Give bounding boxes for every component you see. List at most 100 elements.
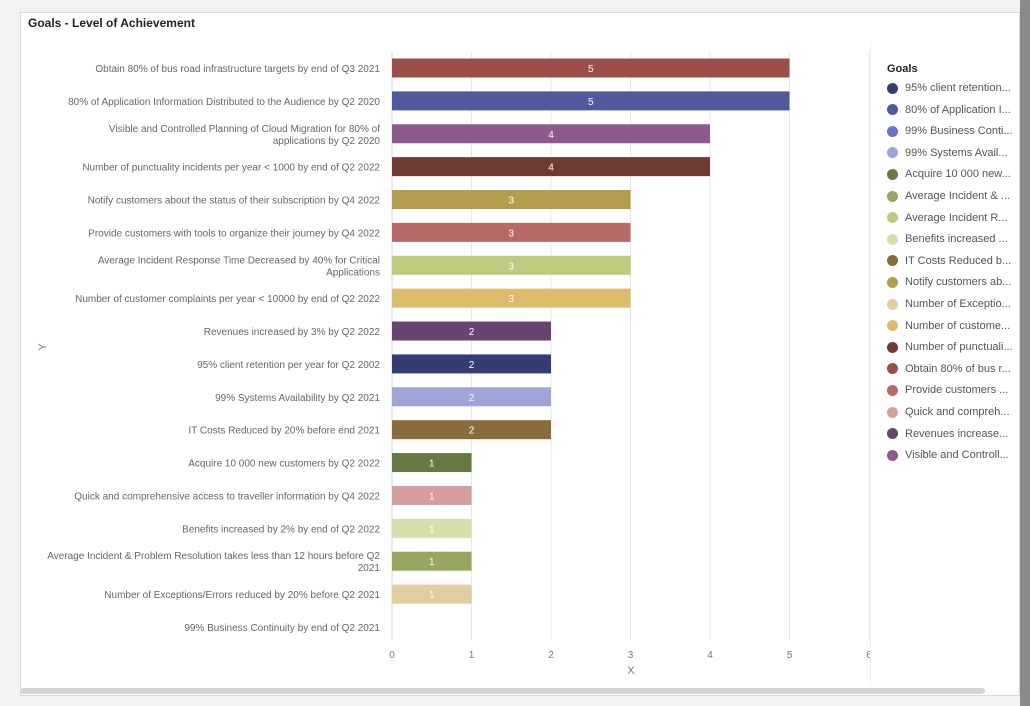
legend-label: Number of punctuali... bbox=[905, 341, 1013, 354]
legend-swatch-icon bbox=[887, 298, 898, 310]
horizontal-scrollbar[interactable] bbox=[20, 688, 985, 694]
legend-label: Average Incident & ... bbox=[905, 190, 1010, 202]
bar-data-label: 3 bbox=[508, 294, 514, 305]
legend-item[interactable]: Benefits increased ... bbox=[887, 231, 1017, 247]
legend-item[interactable]: Provide customers ... bbox=[887, 382, 1017, 398]
bar-data-label: 4 bbox=[548, 130, 554, 141]
legend-label: Notify customers ab... bbox=[905, 276, 1012, 289]
legend-swatch-icon bbox=[887, 320, 898, 332]
bar-data-label: 3 bbox=[508, 261, 514, 272]
legend-item[interactable]: Notify customers ab... bbox=[887, 274, 1017, 290]
legend-item[interactable]: 99% Systems Avail... bbox=[887, 145, 1017, 161]
legend-item[interactable]: Number of Exceptio... bbox=[887, 296, 1017, 312]
bar-data-label: 1 bbox=[429, 524, 435, 535]
legend-item[interactable]: Acquire 10 000 new... bbox=[887, 166, 1017, 182]
bar-data-label: 1 bbox=[429, 459, 435, 470]
legend-label: Visible and Controll... bbox=[905, 449, 1009, 462]
legend-label: Provide customers ... bbox=[905, 384, 1009, 397]
legend-item[interactable]: Number of punctuali... bbox=[887, 339, 1017, 355]
bar-data-label: 2 bbox=[469, 393, 475, 404]
bar bbox=[392, 190, 631, 210]
bar-data-label: 1 bbox=[429, 557, 435, 568]
legend-swatch-icon bbox=[887, 104, 898, 116]
legend-swatch-icon bbox=[887, 82, 898, 94]
y-tick-label: 95% client retention per year for Q2 200… bbox=[197, 360, 380, 371]
y-tick-label: Quick and comprehensive access to travel… bbox=[74, 491, 380, 502]
y-tick-label: IT Costs Reduced by 20% before end 2021 bbox=[188, 426, 380, 437]
x-tick-label: 1 bbox=[469, 650, 475, 661]
bar bbox=[392, 255, 631, 275]
bar-data-label: 3 bbox=[508, 196, 514, 207]
legend-item[interactable]: Average Incident R... bbox=[887, 210, 1017, 226]
legend-label: Revenues increase... bbox=[905, 427, 1009, 440]
legend-swatch-icon bbox=[887, 384, 898, 396]
bar bbox=[392, 157, 710, 177]
bar-data-label: 1 bbox=[429, 491, 435, 502]
y-tick-label: Revenues increased by 3% by Q2 2022 bbox=[204, 327, 381, 338]
y-tick-label: Provide customers with tools to organize… bbox=[88, 228, 380, 239]
y-tick-label: Benefits increased by 2% by end of Q2 20… bbox=[182, 524, 380, 535]
legend-label: 99% Systems Avail... bbox=[905, 146, 1008, 159]
legend-label: Number of custome... bbox=[905, 319, 1011, 332]
legend-label: 80% of Application I... bbox=[905, 103, 1011, 116]
bar-data-label: 5 bbox=[588, 97, 594, 108]
y-tick-label: 99% Systems Availability by Q2 2021 bbox=[215, 393, 380, 404]
x-tick-label: 4 bbox=[707, 650, 713, 661]
legend-swatch-icon bbox=[887, 363, 898, 375]
legend-item[interactable]: Number of custome... bbox=[887, 318, 1017, 334]
x-tick-label: 5 bbox=[787, 650, 793, 661]
legend-item[interactable]: Average Incident & ... bbox=[887, 188, 1017, 204]
y-tick-label: Average Incident Response Time Decreased… bbox=[98, 255, 380, 278]
y-tick-label: 99% Business Continuity by end of Q2 202… bbox=[184, 623, 380, 634]
bar bbox=[392, 222, 631, 242]
legend-label: 99% Business Conti... bbox=[905, 125, 1013, 138]
legend-item[interactable]: 99% Business Conti... bbox=[887, 123, 1017, 139]
bar bbox=[392, 387, 551, 407]
bar bbox=[392, 453, 472, 473]
legend-swatch-icon bbox=[887, 406, 898, 418]
legend-swatch-icon bbox=[887, 147, 898, 159]
legend-swatch-icon bbox=[887, 449, 898, 461]
legend-label: IT Costs Reduced b... bbox=[905, 254, 1012, 267]
legend-item[interactable]: Visible and Controll... bbox=[887, 447, 1017, 463]
bar bbox=[392, 58, 790, 78]
legend-swatch-icon bbox=[887, 341, 898, 353]
legend-swatch-icon bbox=[887, 233, 898, 245]
legend-swatch-icon bbox=[887, 168, 898, 180]
y-tick-label: Notify customers about the status of the… bbox=[88, 196, 381, 207]
bar bbox=[392, 518, 472, 538]
y-tick-label: Visible and Controlled Planning of Cloud… bbox=[109, 124, 381, 147]
legend-swatch-icon bbox=[887, 428, 898, 440]
y-axis-label: Y bbox=[37, 343, 49, 351]
bar-data-label: 3 bbox=[508, 228, 514, 239]
x-tick-label: 3 bbox=[628, 650, 634, 661]
legend-title: Goals bbox=[887, 63, 918, 75]
y-tick-label: Obtain 80% of bus road infrastructure ta… bbox=[95, 64, 380, 75]
legend-swatch-icon bbox=[887, 125, 898, 137]
legend-item[interactable]: Revenues increase... bbox=[887, 426, 1017, 442]
window-edge bbox=[1020, 0, 1030, 706]
legend-item[interactable]: Quick and compreh... bbox=[887, 404, 1017, 420]
y-tick-label: 80% of Application Information Distribut… bbox=[68, 97, 380, 108]
bar-data-label: 2 bbox=[469, 327, 475, 338]
bar bbox=[392, 354, 551, 374]
legend-label: Acquire 10 000 new... bbox=[905, 168, 1011, 181]
legend-swatch-icon bbox=[887, 276, 898, 288]
legend-swatch-icon bbox=[887, 255, 898, 267]
chart-title: Goals - Level of Achievement bbox=[28, 16, 195, 30]
legend-swatch-icon bbox=[887, 190, 898, 202]
legend-item[interactable]: IT Costs Reduced b... bbox=[887, 253, 1017, 269]
legend-item[interactable]: Obtain 80% of bus r... bbox=[887, 361, 1017, 377]
legend-label: Number of Exceptio... bbox=[905, 298, 1011, 310]
y-tick-label: Number of punctuality incidents per year… bbox=[82, 163, 380, 174]
legend-label: 95% client retention... bbox=[905, 82, 1011, 94]
bar-data-label: 5 bbox=[588, 64, 594, 75]
legend-item[interactable]: 95% client retention... bbox=[887, 80, 1017, 96]
x-tick-label: 0 bbox=[389, 650, 395, 661]
legend-swatch-icon bbox=[887, 212, 898, 224]
y-tick-label: Number of Exceptions/Errors reduced by 2… bbox=[104, 590, 380, 601]
legend-item[interactable]: 80% of Application I... bbox=[887, 102, 1017, 118]
bar-data-label: 2 bbox=[469, 426, 475, 437]
y-tick-label: Average Incident & Problem Resolution ta… bbox=[47, 551, 380, 574]
